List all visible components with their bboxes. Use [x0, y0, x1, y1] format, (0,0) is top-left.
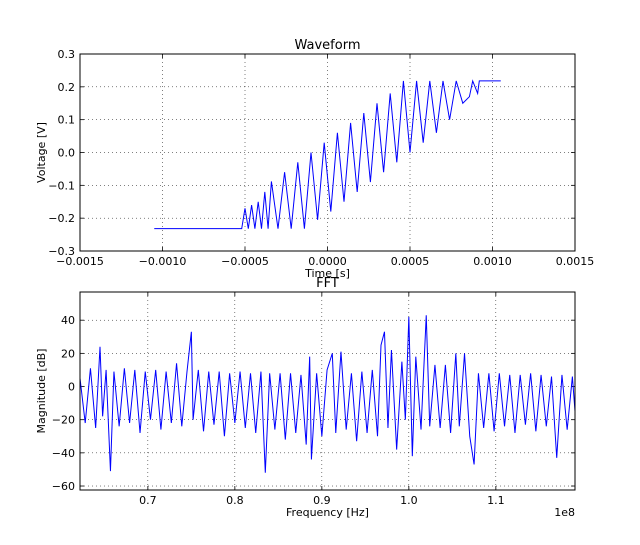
data-line: [154, 79, 501, 230]
y-tick-label: −0.2: [48, 212, 75, 225]
y-tick-label: 20: [61, 347, 75, 360]
x-tick-label: 0.8: [226, 494, 244, 507]
x-tick-label: −0.0005: [221, 255, 269, 268]
x-tick-label: 0.7: [139, 494, 157, 507]
y-tick-label: 40: [61, 314, 75, 327]
x-tick-label: 0.0005: [391, 255, 430, 268]
x-tick-label: −0.0010: [139, 255, 187, 268]
y-tick-label: 0: [68, 381, 75, 394]
y-tick-label: 0.3: [58, 48, 76, 61]
y-tick-label: 0.1: [58, 114, 76, 127]
y-tick-label: 0.0: [58, 147, 76, 160]
chart-title: Waveform: [295, 38, 361, 53]
axes-frame: [79, 53, 576, 252]
y-tick-label: −0.3: [48, 245, 75, 258]
x-tick-label: 1.0: [400, 494, 418, 507]
x-tick-label: −0.0015: [56, 255, 104, 268]
x-tick-label: 0.9: [313, 494, 331, 507]
x-axis-label: Time [s]: [304, 267, 350, 280]
y-tick-label: −40: [52, 447, 75, 460]
y-tick-label: 0.2: [58, 81, 76, 94]
y-axis-label: Magnitude [dB]: [35, 349, 48, 434]
chart-title: FFT: [316, 276, 339, 291]
x-tick-label: 1.1: [487, 494, 505, 507]
y-axis-label: Voltage [V]: [35, 122, 48, 183]
x-tick-label: 0.0000: [308, 255, 347, 268]
data-line: [79, 315, 576, 473]
x-axis-label: Frequency [Hz]: [286, 506, 369, 519]
x-offset-label: 1e8: [554, 506, 575, 519]
y-tick-label: −60: [52, 480, 75, 493]
x-tick-label: 0.0010: [473, 255, 512, 268]
axes-frame: [79, 291, 576, 491]
y-tick-label: −0.1: [48, 179, 75, 192]
x-tick-label: 0.0015: [556, 255, 595, 268]
y-tick-label: −20: [52, 414, 75, 427]
